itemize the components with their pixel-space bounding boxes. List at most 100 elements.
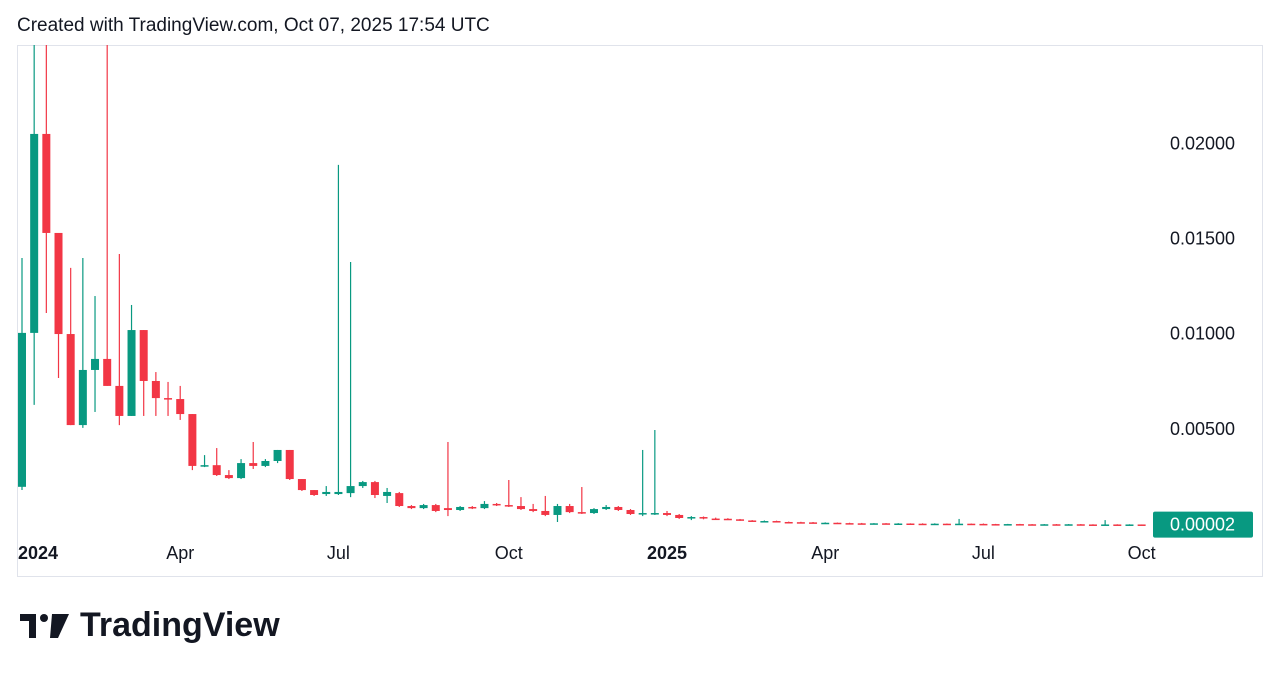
x-tick-label: Jul <box>972 543 995 563</box>
candle-body <box>723 518 732 521</box>
candle-body <box>456 506 465 511</box>
candle-body <box>273 449 282 461</box>
candle-body <box>833 522 842 525</box>
candle-body <box>1064 524 1073 526</box>
candle-body <box>188 414 197 466</box>
y-tick-label: 0.01500 <box>1170 229 1235 249</box>
y-tick-label: 0.02000 <box>1170 134 1235 154</box>
candle-body <box>626 510 635 515</box>
candle-body <box>882 523 891 525</box>
last-price-badge <box>1153 511 1253 538</box>
chart-frame <box>17 45 1263 577</box>
candle-body <box>492 503 501 506</box>
candle-body <box>1113 524 1122 526</box>
y-tick-label: 0.01000 <box>1170 324 1235 344</box>
logo-mark <box>20 614 36 638</box>
candle-body <box>395 493 404 507</box>
x-tick-label: Jul <box>327 543 350 563</box>
candle-body <box>894 523 903 526</box>
candle-body <box>383 491 392 496</box>
candle-body <box>589 509 598 514</box>
brand: TradingView <box>80 606 280 644</box>
logo-mark <box>50 614 69 638</box>
candle-body <box>419 505 428 509</box>
candle-body <box>42 133 51 233</box>
candle-body <box>906 523 915 526</box>
candle-body <box>1003 524 1012 526</box>
candle-body <box>614 506 623 511</box>
candle-body <box>857 523 866 525</box>
candle-body <box>358 482 367 487</box>
candle-body <box>577 512 586 514</box>
candle-body <box>212 465 221 476</box>
candle-body <box>845 523 854 525</box>
candle-body <box>224 475 233 479</box>
candle-body <box>553 506 562 515</box>
candle-body <box>322 491 331 495</box>
candle-body <box>967 523 976 526</box>
x-tick-label: 2024 <box>18 543 58 563</box>
candle-body <box>103 358 112 386</box>
candle-body <box>736 519 745 521</box>
candle-body <box>930 523 939 526</box>
candle-body <box>516 506 525 510</box>
candle-body <box>407 506 416 509</box>
candle-body <box>139 330 148 381</box>
candle-body <box>1137 524 1146 526</box>
candle-body <box>334 491 343 495</box>
candle-body <box>821 522 830 525</box>
candle-body <box>650 513 659 515</box>
candle-body <box>310 490 319 496</box>
candle-body <box>346 486 355 494</box>
last-price-label: 0.00002 <box>1170 514 1235 534</box>
candle-body <box>30 133 39 333</box>
candle-body <box>468 506 477 509</box>
x-tick-label: 2025 <box>647 543 687 563</box>
candle-body <box>443 508 452 511</box>
candle-body <box>991 524 1000 526</box>
candle-body <box>1076 524 1085 526</box>
candle-body <box>54 232 63 335</box>
candle-body <box>66 334 75 426</box>
candle-body <box>675 514 684 518</box>
logo: TradingView <box>20 606 280 644</box>
candle-body <box>1052 524 1061 526</box>
candle-body <box>504 505 513 507</box>
candle-body <box>249 463 258 466</box>
candle-body <box>565 506 574 513</box>
x-tick-label: Apr <box>811 543 839 563</box>
candle-body <box>748 520 757 522</box>
candle-body <box>541 510 550 515</box>
candle-body <box>115 385 124 416</box>
candle-body <box>1015 524 1024 526</box>
candle-body <box>1101 524 1110 526</box>
caption: Created with TradingView.com, Oct 07, 20… <box>17 15 490 36</box>
candle-body <box>663 513 672 515</box>
candle-body <box>480 503 489 509</box>
x-tick-label: Oct <box>1128 543 1156 563</box>
candle-body <box>687 517 696 519</box>
y-tick-label: 0.00500 <box>1170 419 1235 439</box>
candle-body <box>261 460 270 466</box>
candle-body <box>869 523 878 525</box>
candle-body <box>18 332 26 487</box>
candle-body <box>297 479 306 491</box>
candle-body <box>918 523 927 526</box>
plot <box>18 45 1146 526</box>
candle-body <box>91 358 100 370</box>
x-tick-label: Oct <box>495 543 523 563</box>
candle-body <box>760 521 769 523</box>
candle-body <box>529 509 538 511</box>
candle-body <box>127 330 136 416</box>
candle-body <box>772 521 781 523</box>
candle-body <box>699 517 708 519</box>
candle-body <box>1088 524 1097 526</box>
candle-body <box>78 369 87 426</box>
candle-body <box>809 522 818 524</box>
candle-body <box>955 523 964 526</box>
candle-body <box>1125 524 1134 526</box>
candle-body <box>711 518 720 521</box>
candle-body <box>370 482 379 496</box>
candle-body <box>237 463 246 479</box>
